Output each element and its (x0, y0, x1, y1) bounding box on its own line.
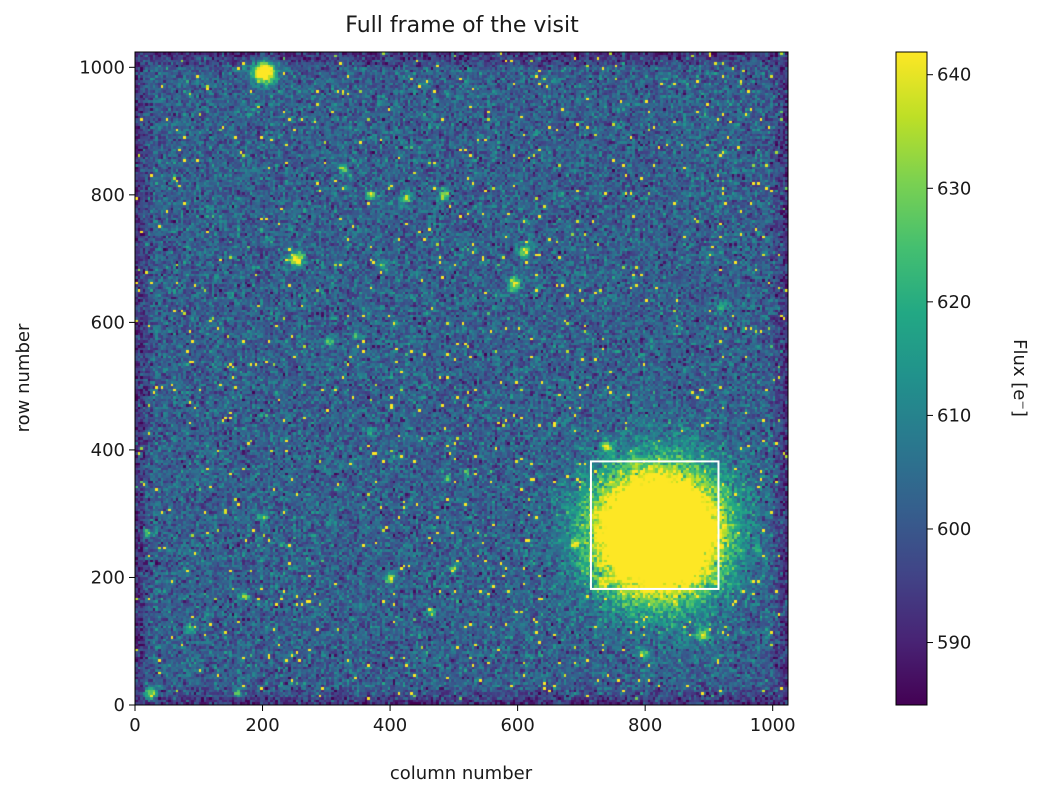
y-tick-label: 1000 (79, 57, 125, 78)
colorbar-tick-label: 600 (937, 519, 971, 540)
y-axis: 0 200 400 600 800 1000 (79, 57, 135, 716)
colorbar-gradient (895, 51, 928, 706)
colorbar-tick-label: 630 (937, 178, 971, 199)
y-tick-label: 400 (91, 440, 125, 461)
x-tick-label: 800 (628, 715, 662, 736)
image-axes: 0 200 400 600 800 1000 0 200 400 600 800 1000 colu… (13, 51, 796, 784)
colorbar-tick-label: 610 (937, 405, 971, 426)
colorbar: 590 600 610 620 630 640 Flux [e⁻] (895, 51, 1030, 706)
x-tick-label: 600 (500, 715, 534, 736)
colorbar-tick-label: 590 (937, 633, 971, 654)
x-tick-label: 0 (129, 715, 140, 736)
highlight-box (589, 460, 720, 590)
y-axis-label: row number (13, 323, 34, 432)
x-tick-label: 400 (373, 715, 407, 736)
plot-frame (134, 51, 789, 706)
y-tick-label: 600 (91, 312, 125, 333)
colorbar-tick-label: 620 (937, 292, 971, 313)
chart-title: Full frame of the visit (345, 13, 579, 38)
annotation-layer (589, 460, 720, 590)
x-axis: 0 200 400 600 800 1000 (129, 705, 796, 736)
y-tick-label: 800 (91, 185, 125, 206)
heatmap-image (135, 52, 788, 705)
x-tick-label: 1000 (750, 715, 796, 736)
y-tick-label: 200 (91, 567, 125, 588)
y-tick-label: 0 (114, 695, 125, 716)
colorbar-tick-label: 640 (937, 65, 971, 86)
colorbar-ticks: 590 600 610 620 630 640 (927, 65, 971, 654)
x-axis-label: column number (390, 763, 533, 784)
colorbar-label: Flux [e⁻] (1009, 339, 1030, 417)
x-tick-label: 200 (245, 715, 279, 736)
